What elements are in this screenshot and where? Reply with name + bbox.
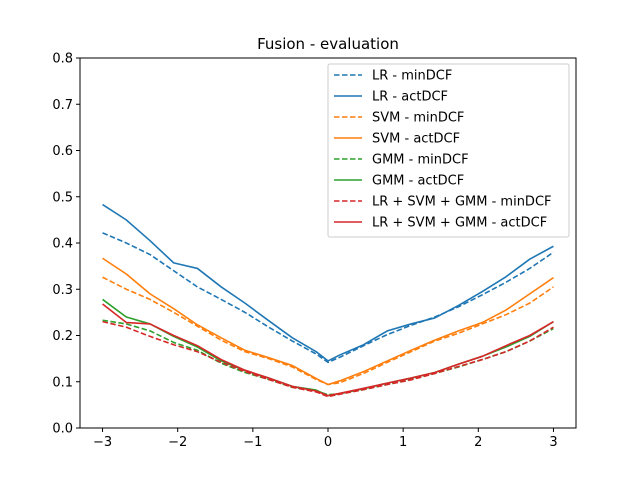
y-tick-label: 0.8 [52, 52, 73, 67]
legend-label: LR - actDCF [372, 90, 448, 105]
x-tick-label: −1 [243, 435, 262, 450]
legend-label: LR - minDCF [372, 69, 452, 84]
series-line-1 [102, 203, 554, 362]
series-line-5 [102, 298, 554, 397]
x-tick-label: 3 [549, 435, 557, 450]
y-tick-label: 0.5 [52, 190, 73, 205]
legend-label: GMM - minDCF [372, 153, 469, 168]
series-line-3 [102, 257, 554, 386]
x-axis: −3 −2 −1 0 1 2 3 [93, 428, 558, 450]
legend-label: LR + SVM + GMM - actDCF [372, 216, 547, 231]
legend-label: GMM - actDCF [372, 174, 464, 189]
x-tick-label: −2 [168, 435, 187, 450]
x-tick-label: 1 [399, 435, 407, 450]
x-tick-label: 2 [474, 435, 482, 450]
series-line-0 [102, 232, 554, 364]
y-tick-label: 0.0 [52, 422, 73, 437]
legend-label: SVM - minDCF [372, 111, 464, 126]
series-line-4 [102, 319, 554, 396]
y-tick-label: 0.2 [52, 329, 73, 344]
x-tick-label: 0 [324, 435, 332, 450]
series-line-6 [102, 320, 554, 398]
y-axis: 0.0 0.1 0.2 0.3 0.4 0.5 0.6 0.7 0.8 [52, 52, 80, 437]
y-tick-label: 0.4 [52, 237, 73, 252]
y-tick-label: 0.1 [52, 375, 73, 390]
y-tick-label: 0.7 [52, 98, 73, 113]
y-tick-label: 0.6 [52, 144, 73, 159]
y-tick-label: 0.3 [52, 283, 73, 298]
legend-label: LR + SVM + GMM - minDCF [372, 195, 552, 210]
chart-title: Fusion - evaluation [257, 35, 399, 53]
legend-box [327, 63, 570, 238]
series-line-7 [102, 303, 554, 397]
x-tick-label: −3 [93, 435, 112, 450]
legend-label: SVM - actDCF [372, 132, 460, 147]
plot-lines [102, 203, 554, 398]
legend: LR - minDCF LR - actDCF SVM - minDCF SVM - … [327, 63, 570, 238]
